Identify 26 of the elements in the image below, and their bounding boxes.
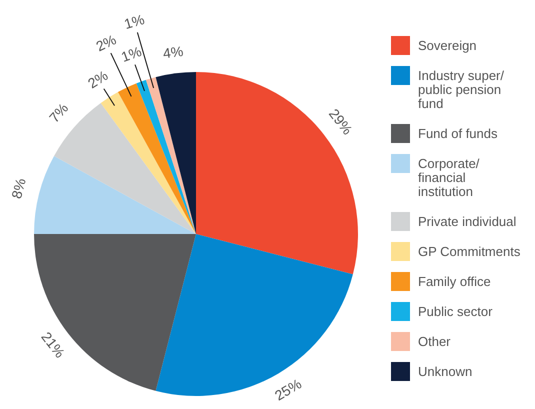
data-label: 25% (272, 376, 304, 404)
pie-slice (34, 156, 196, 234)
legend-label: Public sector (418, 304, 494, 319)
pie-slice (136, 80, 196, 234)
pie-slice (196, 72, 358, 274)
data-label: 1% (118, 43, 144, 65)
data-label: 4% (162, 42, 184, 62)
legend-label: Fund of funds (418, 126, 498, 141)
data-label: 2% (84, 67, 111, 92)
data-label: 1% (122, 10, 146, 32)
legend-label: Other (418, 334, 452, 349)
pie-slice (118, 83, 196, 234)
pie-slice (156, 72, 196, 234)
legend-label: Unknown (418, 364, 472, 379)
legend-label: Corporate/ financial institution (418, 156, 480, 199)
data-label: 8% (8, 176, 29, 200)
data-label: 2% (93, 31, 119, 54)
legend-label: Industry super/ public pension fund (418, 68, 504, 111)
legend-label: Private individual (418, 214, 516, 229)
legend-label: GP Commitments (418, 244, 521, 259)
data-label: 7% (46, 100, 72, 126)
legend-label: Sovereign (418, 38, 477, 53)
legend-label: Family office (418, 274, 491, 289)
pie-slice (100, 92, 196, 234)
pie-slice (146, 77, 196, 234)
pie-slice (34, 234, 196, 391)
